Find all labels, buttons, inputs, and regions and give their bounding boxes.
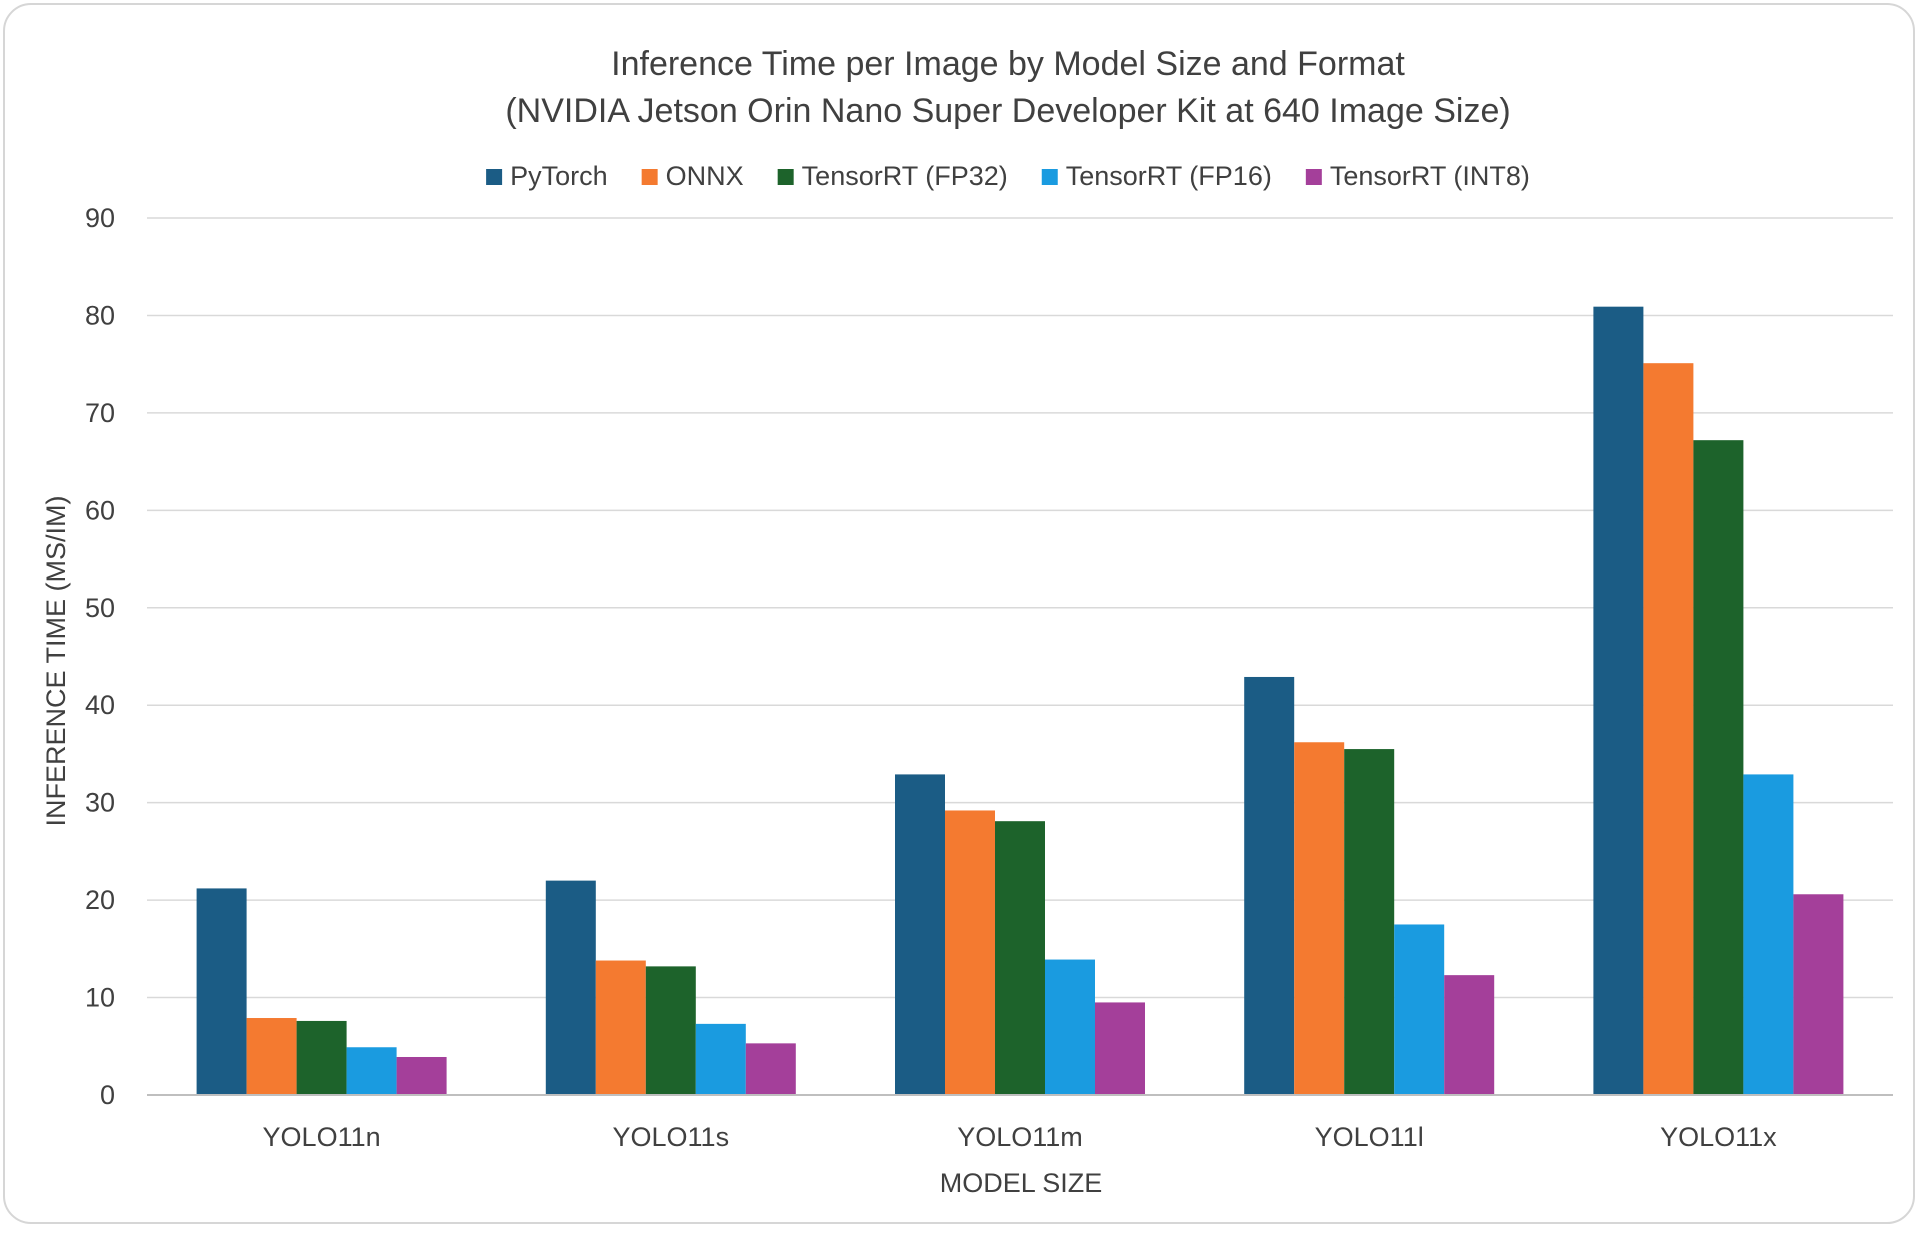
y-tick-label-40: 40: [85, 690, 115, 720]
bar-YOLO11x-tensorrt-int8-: [1793, 894, 1844, 1095]
y-tick-label-90: 90: [85, 203, 115, 233]
legend-swatch: [777, 169, 794, 185]
x-axis-ticks: YOLO11n YOLO11s YOLO11m YOLO11l YOLO11x: [263, 1122, 1778, 1152]
x-tick-label-YOLO11n: YOLO11n: [263, 1122, 381, 1152]
bar-YOLO11m-onnx: [945, 810, 995, 1095]
legend-label: TensorRT (FP16): [1066, 161, 1272, 191]
y-tick-label-20: 20: [85, 885, 115, 915]
x-tick-label-YOLO11s: YOLO11s: [613, 1122, 730, 1152]
legend-swatch: [641, 169, 658, 185]
x-tick-label-YOLO11m: YOLO11m: [957, 1122, 1083, 1152]
bar-YOLO11s-onnx: [595, 960, 646, 1095]
legend-item: TensorRT (FP32): [777, 161, 1008, 191]
bar-YOLO11l-onnx: [1294, 742, 1345, 1095]
legend-label: TensorRT (FP32): [802, 161, 1008, 191]
bar-YOLO11n-tensorrt-int8-: [396, 1056, 447, 1095]
bar-YOLO11n-pytorch: [196, 888, 247, 1095]
bar-YOLO11n-tensorrt-fp16-: [346, 1047, 397, 1095]
legend-label: TensorRT (INT8): [1330, 161, 1530, 191]
gridlines: [147, 217, 1893, 999]
y-tick-label-80: 80: [85, 300, 115, 330]
legend-label: PyTorch: [510, 161, 608, 191]
bar-YOLO11l-tensorrt-fp32-: [1344, 749, 1395, 1095]
y-tick-label-0: 0: [100, 1080, 115, 1110]
bar-YOLO11x-tensorrt-fp32-: [1693, 440, 1744, 1095]
legend-swatch: [1305, 169, 1322, 185]
chart-subtitle: (NVIDIA Jetson Orin Nano Super Developer…: [505, 92, 1510, 130]
y-tick-label-50: 50: [85, 593, 115, 623]
y-axis-ticks: 0 10 20 30 40 50 60 70 80 90: [85, 203, 115, 1110]
y-tick-label-70: 70: [85, 398, 115, 428]
chart-title: Inference Time per Image by Model Size a…: [611, 45, 1405, 83]
y-tick-label-60: 60: [85, 495, 115, 525]
bar-YOLO11n-tensorrt-fp32-: [296, 1020, 347, 1095]
legend-label: ONNX: [666, 161, 744, 191]
y-tick-label-10: 10: [85, 983, 115, 1013]
bar-YOLO11s-tensorrt-fp32-: [645, 966, 696, 1095]
bar-YOLO11x-tensorrt-fp16-: [1743, 774, 1794, 1095]
bar-YOLO11m-tensorrt-fp16-: [1045, 959, 1095, 1095]
bars: [196, 306, 1844, 1095]
bar-YOLO11m-tensorrt-fp32-: [995, 821, 1045, 1095]
x-tick-label-YOLO11l: YOLO11l: [1315, 1122, 1424, 1152]
legend-item: TensorRT (FP16): [1041, 161, 1272, 191]
x-axis-title: MODEL SIZE: [940, 1168, 1103, 1198]
bar-YOLO11l-pytorch: [1244, 676, 1295, 1095]
bar-YOLO11s-tensorrt-fp16-: [695, 1023, 746, 1095]
bar-YOLO11l-tensorrt-int8-: [1444, 975, 1495, 1095]
bar-YOLO11n-onnx: [246, 1018, 297, 1095]
legend-swatch: [1041, 169, 1058, 185]
chart-card: Inference Time per Image by Model Size a…: [3, 3, 1915, 1224]
y-tick-label-30: 30: [85, 788, 115, 818]
bar-YOLO11s-tensorrt-int8-: [745, 1043, 796, 1095]
legend-item: ONNX: [641, 161, 744, 191]
bar-YOLO11m-tensorrt-int8-: [1095, 1002, 1145, 1095]
legend-item: TensorRT (INT8): [1305, 161, 1530, 191]
chart-svg: Inference Time per Image by Model Size a…: [41, 45, 1893, 1198]
legend-swatch: [486, 169, 503, 185]
bar-YOLO11x-onnx: [1643, 363, 1694, 1095]
bar-YOLO11s-pytorch: [545, 880, 596, 1095]
x-tick-label-YOLO11x: YOLO11x: [1660, 1122, 1777, 1152]
bar-YOLO11x-pytorch: [1593, 306, 1644, 1095]
bar-YOLO11l-tensorrt-fp16-: [1394, 924, 1445, 1095]
legend-item: PyTorch: [486, 161, 608, 191]
bar-YOLO11m-pytorch: [895, 774, 945, 1095]
legend: PyTorch ONNX TensorRT (FP32) TensorRT (FP16…: [486, 161, 1530, 191]
y-axis-title: INFERENCE TIME (MS/IM): [41, 495, 71, 826]
